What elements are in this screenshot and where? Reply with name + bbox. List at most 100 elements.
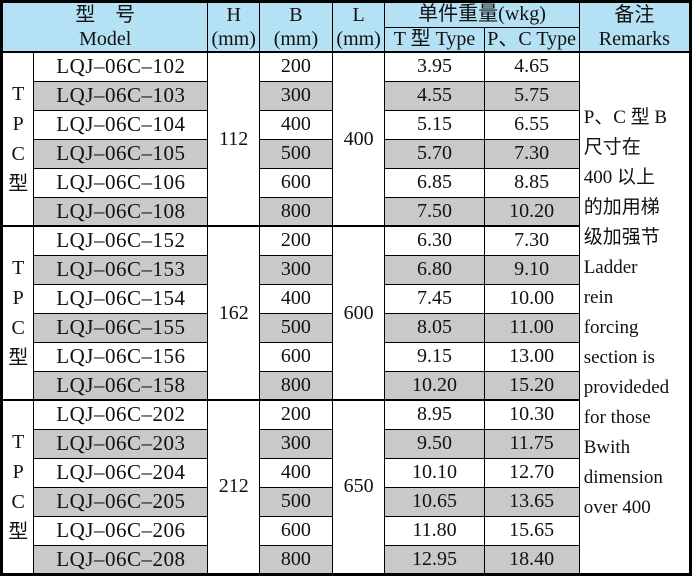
group-label-tpc: T P C 型	[0, 399, 35, 575]
group-label-stack: T P C 型	[3, 257, 33, 369]
b-value-cell: 500	[258, 312, 333, 343]
model-cell: LQJ–06C–156	[33, 341, 209, 372]
model-header-en: Model	[79, 28, 132, 50]
remarks-line: 级加强节	[583, 226, 660, 248]
column-header-l: L (mm)	[331, 1, 386, 53]
table-row: LQJ–06C–154 400 7.45 10.00	[2, 283, 691, 314]
remarks-line: 尺寸在	[583, 136, 641, 158]
table-row: T P C 型 LQJ–06C–202 212 200 650 8.95 10.…	[0, 399, 691, 575]
table-header: 型 号 Model H (mm) B (mm) L (mm) 单件重量(wkg)	[0, 1, 692, 53]
l-value-cell: 600	[331, 225, 386, 401]
group-label-char: P	[12, 287, 24, 309]
b-value-cell: 800	[258, 196, 333, 227]
pc-weight-cell: 11.75	[483, 428, 580, 459]
pc-weight-cell: 15.20	[483, 370, 580, 401]
table-row: LQJ–06C–106 600 6.85 8.85	[2, 167, 691, 198]
h-value-cell: 112	[207, 51, 260, 227]
pc-weight-cell: 13.65	[483, 486, 580, 517]
group-label-stack: T P C 型	[3, 83, 33, 195]
b-value-cell: 200	[258, 225, 333, 256]
b-value-cell: 300	[258, 80, 333, 111]
pc-weight-cell: 12.70	[483, 457, 580, 488]
table-row: LQJ–06C–205 500 10.65 13.65	[2, 486, 691, 517]
remarks-line: Bwith	[583, 436, 631, 458]
t-weight-cell: 8.05	[384, 312, 485, 343]
pc-weight-cell: 10.20	[483, 196, 580, 227]
model-cell: LQJ–06C–158	[33, 370, 209, 401]
b-value-cell: 500	[258, 138, 333, 169]
t-weight-cell: 11.80	[384, 515, 485, 546]
t-weight-cell: 6.85	[384, 167, 485, 198]
b-value-cell: 400	[258, 283, 333, 314]
group-label-char: T	[12, 257, 25, 279]
group-label-tpc: T P C 型	[0, 51, 35, 227]
remarks-line: provideded	[583, 376, 670, 398]
model-cell: LQJ–06C–152	[33, 225, 209, 256]
column-header-unit-weight: 单件重量(wkg)	[384, 1, 580, 28]
column-header-model: 型 号 Model	[0, 1, 209, 53]
remarks-line: P、C 型 B	[583, 106, 668, 128]
t-weight-cell: 8.95	[384, 399, 485, 430]
model-cell: LQJ–06C–102	[33, 51, 209, 82]
model-cell: LQJ–06C–153	[33, 254, 209, 285]
column-header-h: H (mm)	[207, 1, 260, 53]
group-label-stack: T P C 型	[3, 431, 33, 543]
column-header-t-type: T 型 Type	[384, 26, 485, 53]
group-label-char: T	[12, 83, 25, 105]
model-cell: LQJ–06C–106	[33, 167, 209, 198]
b-value-cell: 800	[258, 544, 333, 575]
model-cell: LQJ–06C–154	[33, 283, 209, 314]
model-header-zh: 型 号	[75, 4, 136, 26]
pc-weight-cell: 15.65	[483, 515, 580, 546]
remarks-line: rein	[583, 286, 614, 308]
l-label: L	[352, 4, 365, 26]
pc-weight-cell: 4.65	[483, 51, 580, 82]
model-cell: LQJ–06C–205	[33, 486, 209, 517]
group-label-tpc: T P C 型	[0, 225, 35, 401]
remarks-line: dimension	[583, 466, 663, 488]
pc-weight-cell: 18.40	[483, 544, 580, 575]
remarks-header-en: Remarks	[598, 28, 670, 50]
group-label-char: C	[11, 317, 25, 339]
h-unit: (mm)	[211, 28, 256, 50]
b-value-cell: 600	[258, 167, 333, 198]
remarks-line: 的加用梯	[583, 196, 660, 218]
b-value-cell: 400	[258, 457, 333, 488]
b-value-cell: 300	[258, 254, 333, 285]
table-row: LQJ–06C–158 800 10.20 15.20	[2, 370, 691, 401]
table-row: LQJ–06C–108 800 7.50 10.20	[2, 196, 691, 227]
model-cell: LQJ–06C–208	[33, 544, 209, 575]
b-unit: (mm)	[273, 28, 319, 50]
model-cell: LQJ–06C–104	[33, 109, 209, 140]
remarks-line: 400 以上	[583, 166, 655, 188]
b-value-cell: 200	[258, 399, 333, 430]
pc-weight-cell: 9.10	[483, 254, 580, 285]
pc-weight-cell: 11.00	[483, 312, 580, 343]
remarks-cell: P、C 型 B 尺寸在 400 以上 的加用梯 级加强节 Ladder rein…	[578, 51, 692, 575]
group-label-char: P	[12, 113, 24, 135]
remarks-line: section is	[583, 346, 655, 368]
model-cell: LQJ–06C–155	[33, 312, 209, 343]
t-weight-cell: 9.15	[384, 341, 485, 372]
b-value-cell: 400	[258, 109, 333, 140]
remarks-line: for those	[583, 406, 651, 428]
b-value-cell: 600	[258, 341, 333, 372]
table-row: LQJ–06C–206 600 11.80 15.65	[2, 515, 691, 546]
t-weight-cell: 3.95	[384, 51, 485, 82]
h-value-cell: 162	[207, 225, 260, 401]
t-weight-cell: 6.80	[384, 254, 485, 285]
t-weight-cell: 5.70	[384, 138, 485, 169]
group-label-char: 型	[8, 347, 29, 369]
b-value-cell: 200	[258, 51, 333, 82]
group-label-char: C	[11, 490, 25, 513]
l-value-cell: 400	[331, 51, 386, 227]
remarks-header-zh: 备注	[614, 4, 655, 26]
header-row-main: 型 号 Model H (mm) B (mm) L (mm) 单件重量(wkg)	[0, 1, 692, 53]
t-weight-cell: 12.95	[384, 544, 485, 575]
group-label-char: P	[12, 460, 24, 483]
pc-weight-cell: 6.55	[483, 109, 580, 140]
t-weight-cell: 7.45	[384, 283, 485, 314]
pc-weight-cell: 5.75	[483, 80, 580, 111]
t-weight-cell: 6.30	[384, 225, 485, 256]
